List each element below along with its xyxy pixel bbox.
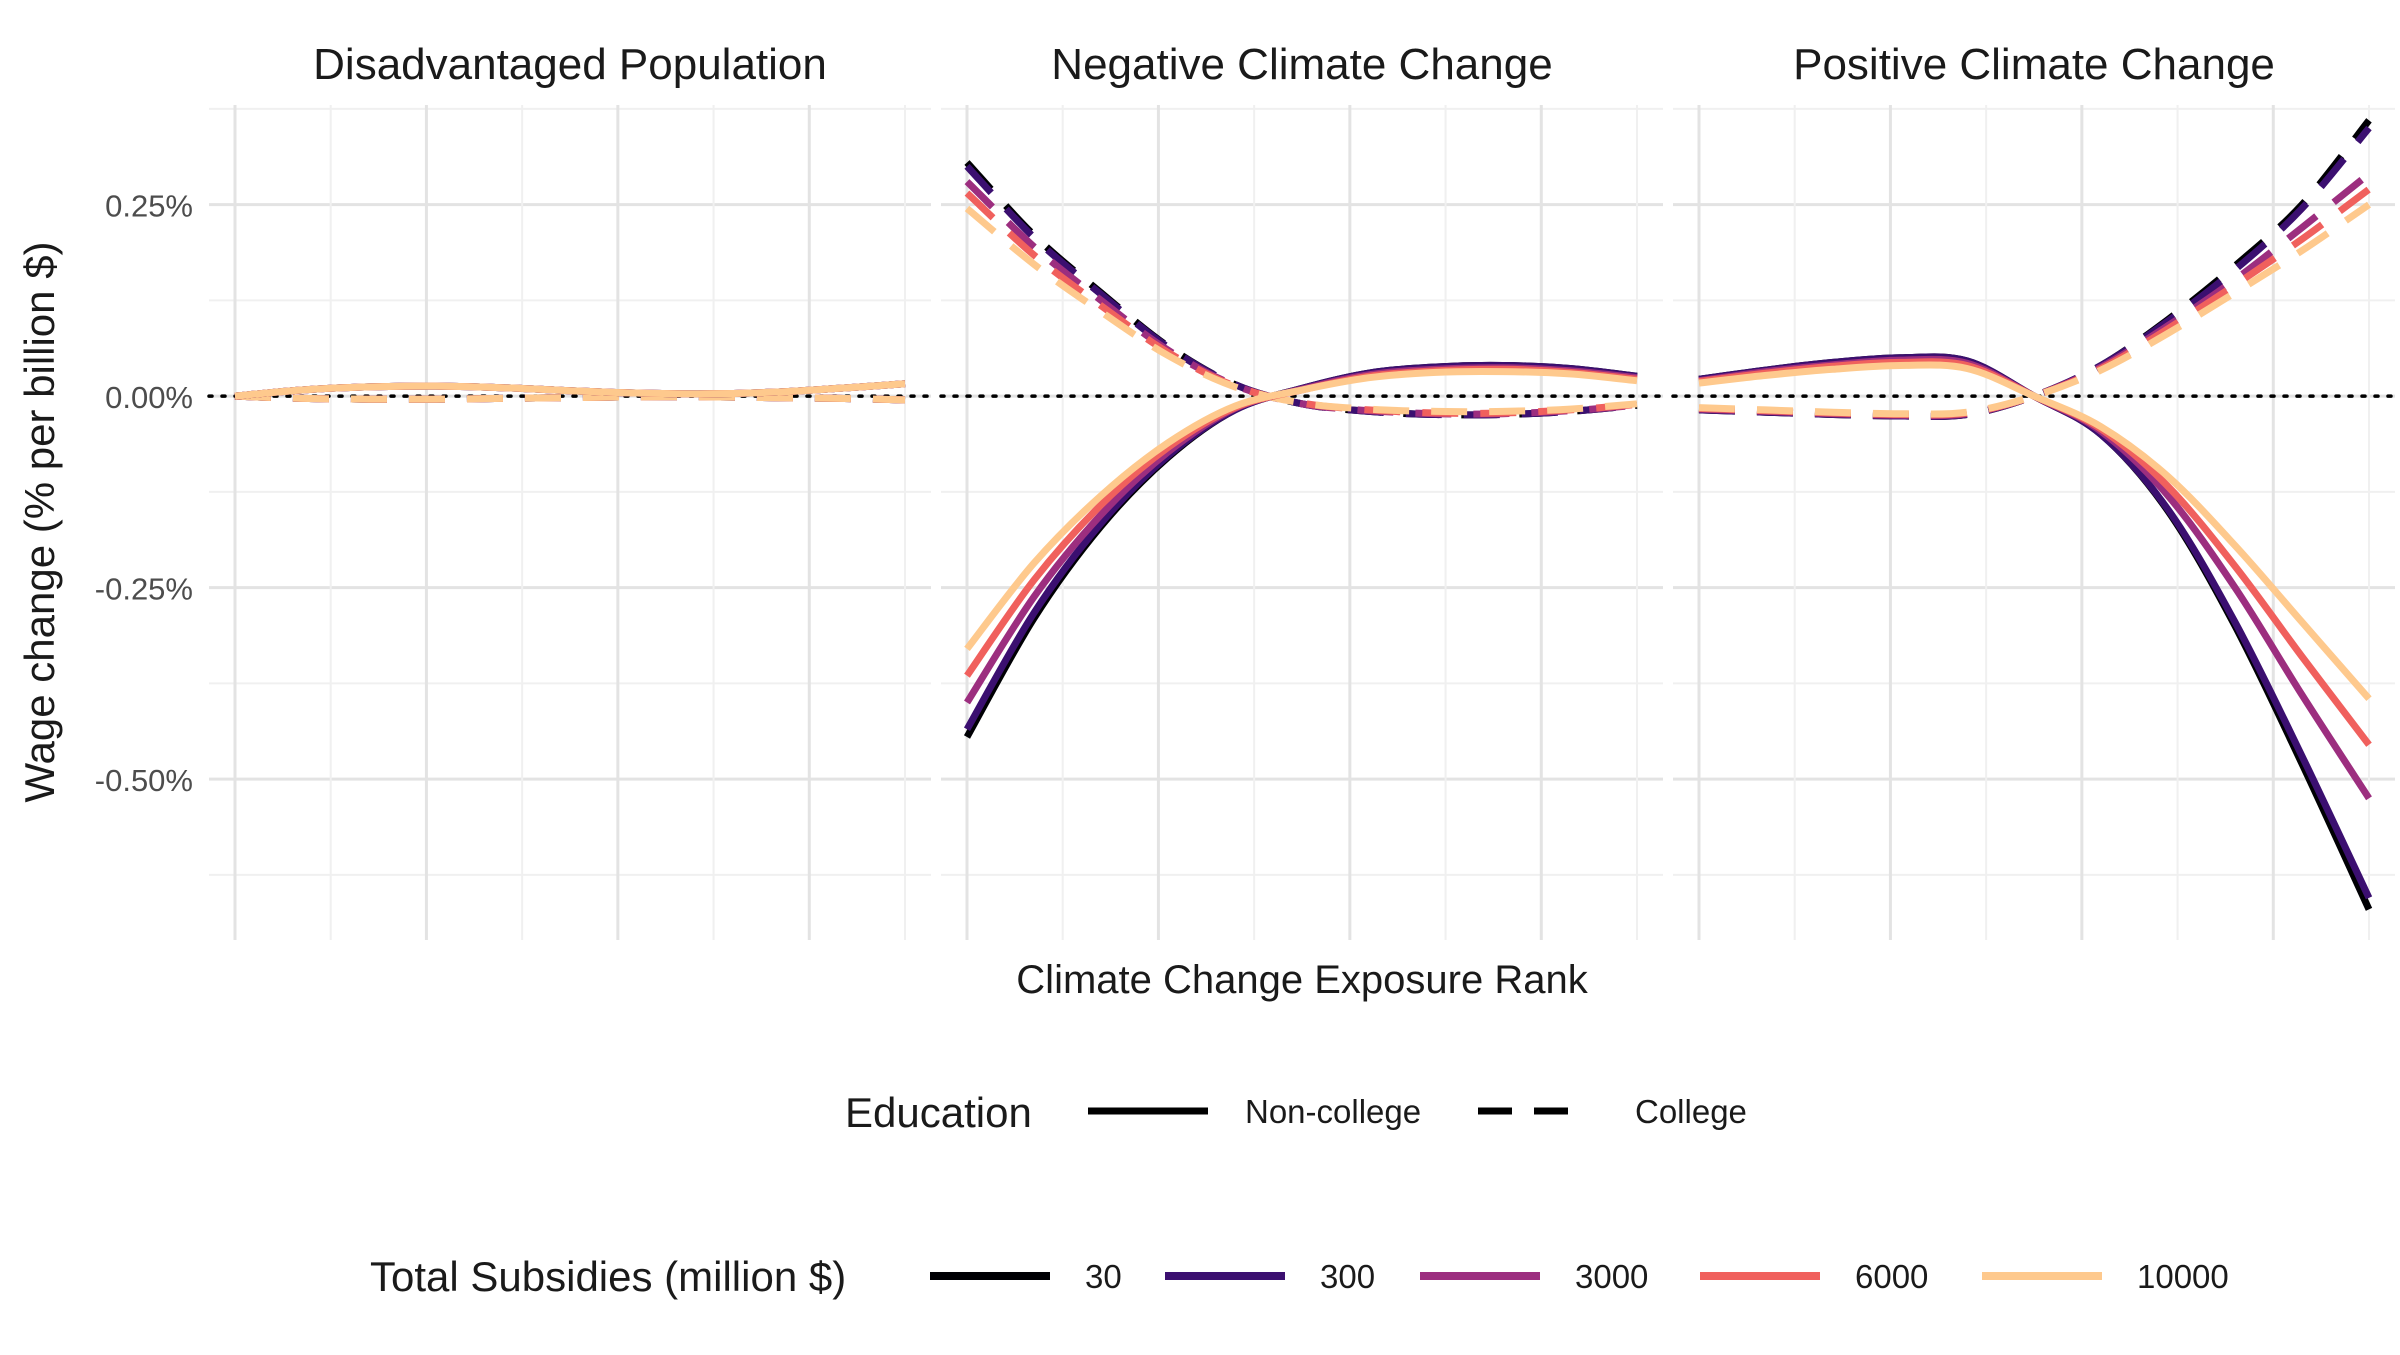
x-axis-label: Climate Change Exposure Rank [1016, 958, 1588, 1002]
series-line-non-college-300 [1698, 353, 2373, 900]
legend-label-subsidy: 3000 [1575, 1258, 1648, 1295]
facet-title: Negative Climate Change [1051, 40, 1552, 89]
grid-layer [209, 105, 2395, 940]
legend-label-subsidy: 30 [1085, 1258, 1122, 1295]
legend-label-non-college: Non-college [1245, 1093, 1421, 1130]
series-line-non-college-300 [963, 361, 1638, 732]
series-line-college-300 [964, 163, 1638, 419]
legend-label-subsidy: 300 [1320, 1258, 1375, 1295]
series-line-college-3000 [1698, 171, 2372, 420]
series-line-non-college-10000 [964, 367, 1638, 652]
legend-label-subsidy: 6000 [1855, 1258, 1928, 1295]
y-tick-label: 0.25% [105, 189, 193, 224]
legend-subsidy-title: Total Subsidies (million $) [370, 1253, 846, 1300]
y-axis-label: Wage change (% per billion $) [16, 241, 63, 802]
series-line-college-6000 [1698, 186, 2372, 419]
legend: Education Non-college College Total Subs… [370, 1089, 2229, 1300]
y-tick-label: -0.25% [95, 572, 193, 607]
series-line-college-10000 [1698, 201, 2371, 418]
facet-title: Positive Climate Change [1793, 40, 2275, 89]
y-tick-label: -0.50% [95, 763, 193, 798]
series-line-college-3000 [964, 179, 1638, 418]
y-tick-label: 0.00% [105, 380, 193, 415]
series-line-college-6000 [964, 190, 1638, 417]
facet-title: Disadvantaged Population [313, 40, 827, 89]
series-line-non-college-10000 [234, 380, 906, 400]
series-line-non-college-10000 [1698, 361, 2372, 702]
label-layer: Disadvantaged Population Negative Climat… [16, 40, 2275, 1002]
y-tick-labels: 0.25% 0.00% -0.25% -0.50% [95, 189, 193, 799]
series-line-college-10000 [964, 205, 1638, 416]
legend-education-title: Education [845, 1089, 1032, 1136]
legend-label-college: College [1635, 1093, 1747, 1130]
subsidy-legend-items: 30 300 3000 6000 10000 [930, 1258, 2229, 1295]
series-line-non-college-30 [1698, 353, 2373, 911]
series-layer [234, 118, 2373, 911]
series-line-college-10000 [234, 392, 906, 404]
legend-label-subsidy: 10000 [2137, 1258, 2229, 1295]
